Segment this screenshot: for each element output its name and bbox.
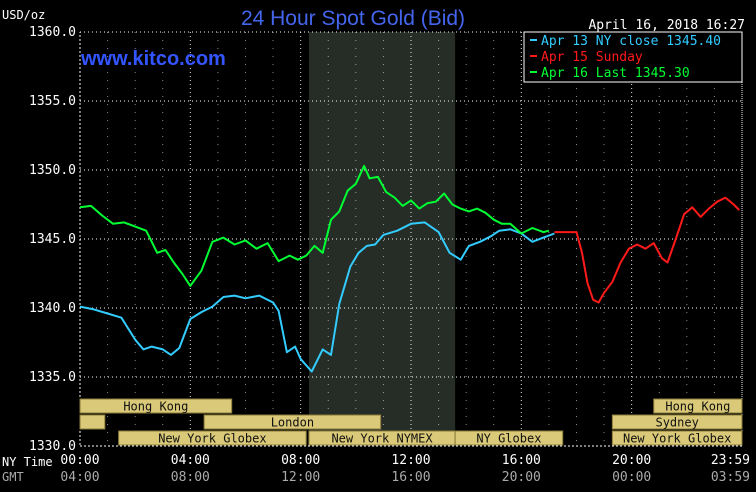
y-tick-label: 1350.0 [29,163,76,178]
x-tick-label-ny: 12:00 [391,453,430,468]
session-label: New York Globex [623,432,731,446]
session-label: Sydney [655,416,698,430]
legend-box [523,31,743,83]
nymex-shaded-region [308,32,456,446]
session-bar [203,414,382,430]
x-tick-label-ny: 08:00 [281,453,320,468]
series-line-0 [79,221,555,373]
x-tick-label-gmt: 12:00 [281,470,320,485]
trading-session-bars: Hong Kong Hong Kong London Sydney New York G… [79,398,743,446]
session-label: London [271,416,314,430]
legend-entry-apr13: Apr 13 NY close 1345.40 [541,34,721,49]
x-tick-label-gmt: 00:00 [612,470,651,485]
session-label: NY Globex [476,432,541,446]
y-tick-label: 1330.0 [29,439,76,454]
session-bar [611,414,743,430]
ny-time-row-label: NY Time [2,455,53,469]
y-axis-tick-labels: 1360.0 1355.0 1350.0 1345.0 1340.0 1335.0 1330… [29,25,76,454]
session-bar [653,398,743,414]
y-tick-label: 1355.0 [29,94,76,109]
legend-entry-apr16: Apr 16 Last 1345.30 [541,66,690,81]
series-line-1 [554,196,740,304]
x-tick-label-gmt: 16:00 [391,470,430,485]
legend: Apr 13 NY close 1345.40 Apr 15 Sunday Ap… [523,31,743,83]
session-label: New York Globex [158,432,266,446]
chart-timestamp: April 16, 2018 16:27 [588,18,745,33]
x-tick-label-gmt: 08:00 [171,470,210,485]
session-label: Hong Kong [665,400,730,414]
gmt-row-label: GMT [2,470,24,484]
y-tick-label: 1345.0 [29,232,76,247]
session-bar [611,430,743,446]
x-tick-label-gmt: 04:00 [60,470,99,485]
x-axis-tick-labels: 00:00 04:00 04:00 08:00 08:00 12:00 12:00 16:00… [60,453,750,485]
session-bar [454,430,564,446]
price-series [79,164,740,373]
session-label: New York NYMEX [331,432,433,446]
x-tick-label-ny: 20:00 [612,453,651,468]
series-line-2 [79,164,550,287]
x-tick-label-gmt: 20:00 [502,470,541,485]
session-label: Hong Kong [123,400,188,414]
y-tick-label: 1340.0 [29,301,76,316]
y-tick-label: 1360.0 [29,25,76,40]
legend-entry-apr15: Apr 15 Sunday [541,50,643,65]
grid-lines [79,31,743,447]
x-tick-label-ny: 23:59 [711,453,750,468]
x-tick-label-ny: 16:00 [502,453,541,468]
x-tick-label-ny: 00:00 [60,453,99,468]
y-axis-label: USD/oz [2,8,45,22]
x-tick-label-gmt: 03:59 [711,470,750,485]
session-bar [79,414,106,430]
session-bar [118,430,307,446]
x-tick-label-ny: 04:00 [171,453,210,468]
watermark-url: www.kitco.com [80,48,226,70]
y-tick-label: 1335.0 [29,370,76,385]
session-bar [79,398,233,414]
plot-frame [79,31,743,447]
chart-title: 24 Hour Spot Gold (Bid) [241,7,465,30]
